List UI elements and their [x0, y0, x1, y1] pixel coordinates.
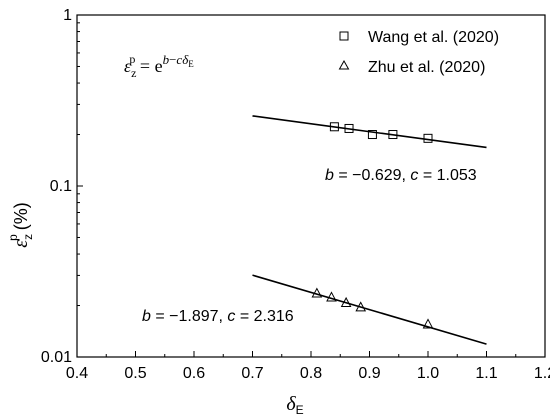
x-tick-label: 0.7	[241, 365, 263, 382]
equation-lhs-sub: z	[131, 66, 136, 80]
annotation-wang-b-label: b	[325, 167, 334, 184]
fit-lines	[252, 115, 487, 345]
x-axis-label-symbol: δ	[286, 393, 296, 415]
legend-entry-zhu: Zhu et al. (2020)	[368, 59, 485, 76]
equation: εzp = eb−cδE	[124, 52, 194, 80]
equation-exp-sub: E	[188, 59, 194, 69]
x-tick-label: 0.5	[124, 365, 146, 382]
x-tick-label: 0.8	[300, 365, 322, 382]
fit-line-series-0	[252, 115, 487, 149]
y-axis-label-sup: p	[6, 234, 20, 241]
legend-marker-triangle	[338, 59, 350, 70]
plot-frame	[76, 14, 546, 358]
y-axis-label: εzp (%)	[6, 202, 35, 248]
data-point-square	[344, 123, 354, 133]
y-tick-label: 0.1	[50, 178, 72, 195]
data-point-square	[388, 130, 398, 140]
data-point-triangle	[311, 287, 323, 298]
x-tick-label: 1.2	[534, 365, 550, 382]
annotation-zhu-eq1: =	[151, 308, 169, 325]
legend: Wang et al. (2020) Zhu et al. (2020)	[338, 29, 499, 76]
y-axis-label-unit: (%)	[11, 202, 31, 230]
annotation-zhu-c-value: 2.316	[254, 308, 294, 325]
data-point-square	[329, 122, 339, 132]
data-point-triangle	[340, 296, 352, 307]
data-point-square	[367, 130, 377, 140]
annotation-zhu: b = −1.897, c = 2.316	[142, 308, 294, 325]
equation-exp-c: c	[176, 52, 182, 67]
y-tick-label: 1	[63, 7, 72, 24]
data-points	[311, 122, 434, 329]
data-point-triangle	[326, 291, 337, 302]
equation-eq: = e	[135, 56, 162, 76]
x-tick-label: 0.9	[358, 365, 380, 382]
legend-marker-square	[339, 31, 349, 41]
equation-exp-minus: −	[169, 52, 176, 67]
annotation-wang: b = −0.629, c = 1.053	[325, 167, 477, 184]
annotation-wang-c-value: 1.053	[437, 167, 477, 184]
equation-exp-delta: δ	[182, 52, 189, 67]
y-tick-labels: 0.01 0.1 1	[41, 7, 72, 366]
x-axis-label: δE	[286, 393, 303, 417]
annotation-zhu-c-label: c	[227, 308, 235, 325]
annotation-zhu-b-value: −1.897	[169, 308, 218, 325]
y-axis-label-sub: z	[21, 234, 35, 240]
fit-line-series-1	[252, 274, 487, 345]
data-point-square	[423, 133, 433, 143]
annotation-wang-sep: ,	[402, 167, 411, 184]
x-tick-label: 1.1	[475, 365, 497, 382]
data-point-triangle	[422, 318, 434, 329]
y-tick-label: 0.01	[41, 349, 72, 366]
annotation-zhu-sep: ,	[219, 308, 228, 325]
annotation-wang-b-value: −0.629	[352, 167, 401, 184]
annotation-wang-c-label: c	[410, 167, 418, 184]
annotation-wang-eq1: =	[334, 167, 352, 184]
x-tick-label: 0.4	[66, 365, 88, 382]
legend-entry-wang: Wang et al. (2020)	[368, 29, 499, 46]
equation-exp-b: b	[163, 52, 170, 67]
y-axis-label-symbol: ε	[10, 240, 32, 248]
x-tick-label: 1.0	[417, 365, 439, 382]
data-point-triangle	[355, 301, 367, 312]
x-tick-labels: 0.4 0.5 0.6 0.7 0.8 0.9 1.0 1.1 1.2	[66, 365, 550, 382]
equation-lhs: ε	[124, 56, 132, 76]
x-tick-label: 0.6	[183, 365, 205, 382]
equation-lhs-sup: p	[129, 52, 135, 66]
annotation-wang-eq2: =	[418, 167, 436, 184]
x-axis-label-sub: E	[296, 403, 304, 417]
annotation-zhu-eq2: =	[235, 308, 253, 325]
annotation-zhu-b-label: b	[142, 308, 151, 325]
